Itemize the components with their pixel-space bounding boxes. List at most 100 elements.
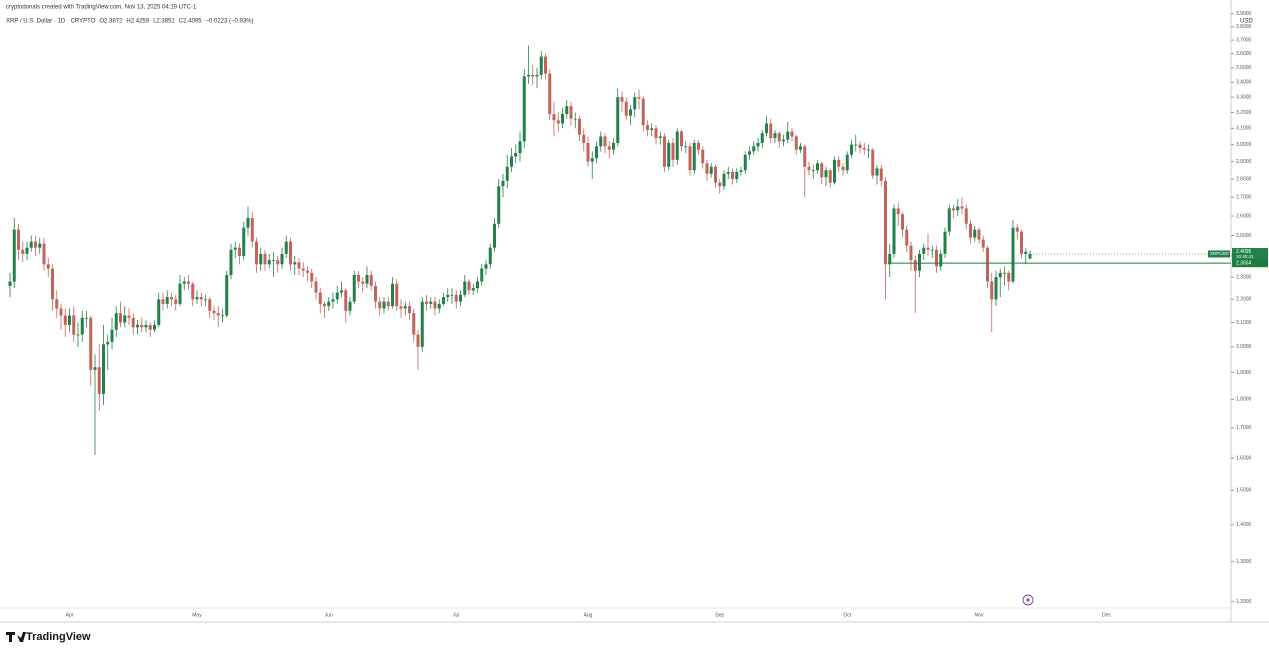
candle-body (871, 149, 875, 176)
candle-body (110, 329, 114, 342)
candle-body (909, 245, 913, 261)
candle-body (956, 206, 960, 211)
candle-body (165, 297, 169, 304)
y-tick-label: 2.9000 (1236, 159, 1252, 165)
candle-body (773, 133, 777, 139)
candle-body (361, 281, 365, 284)
candle-body (875, 168, 879, 176)
candle-body (450, 294, 454, 296)
candle-body (21, 249, 25, 254)
candle-body (467, 281, 471, 291)
candle-body (391, 283, 394, 307)
x-tick-label: Sep (715, 612, 724, 618)
candle-body (986, 247, 989, 282)
candle-body (29, 241, 33, 248)
candle-body (352, 275, 356, 302)
y-tick-label: 1.6000 (1236, 455, 1252, 461)
event-icon[interactable] (1022, 594, 1034, 606)
candle-body (276, 260, 280, 265)
candle-body (654, 128, 658, 139)
candle-body (697, 143, 700, 150)
candle-body (743, 154, 747, 171)
countdown-label: 10:40:41 (1236, 254, 1254, 259)
candle-body (255, 241, 258, 265)
candle-body (408, 306, 411, 314)
candle-body (42, 243, 46, 265)
candle-body (862, 147, 866, 150)
candle-body (344, 290, 348, 311)
candle-body (561, 114, 564, 124)
candle-body (297, 262, 301, 269)
candle-body (480, 268, 484, 282)
candle-body (535, 74, 539, 77)
candle-body (119, 313, 122, 323)
candle-body (386, 301, 390, 307)
candle-body (935, 249, 938, 267)
candle-body (990, 281, 994, 300)
candle-body (272, 260, 275, 261)
y-tick-label: 1.2000 (1236, 599, 1252, 605)
candle-body (106, 341, 110, 345)
candle-body (250, 217, 254, 242)
candle-body (850, 144, 853, 155)
candle-body (731, 171, 734, 180)
candle-body (357, 275, 360, 282)
candle-body (820, 163, 824, 178)
candle-body (833, 159, 836, 183)
candle-body (399, 306, 403, 309)
logo: TradingView (6, 631, 91, 643)
ohlc-value: L2.3851 (153, 19, 175, 25)
candle-body (17, 229, 20, 250)
x-tick-label: Jun (325, 612, 333, 618)
candle-body (845, 154, 849, 171)
candle-body (161, 299, 165, 304)
candle-body (816, 163, 819, 171)
y-tick-label: 2.6000 (1236, 213, 1252, 219)
candle-body (72, 315, 76, 335)
candle-body (425, 301, 428, 304)
candle-body (216, 313, 220, 316)
candle-body (80, 317, 84, 335)
candle-body (680, 131, 683, 147)
candle-body (170, 297, 173, 300)
candle-body (616, 97, 620, 144)
candle-body (1028, 253, 1032, 259)
candle-body (573, 118, 577, 120)
x-tick-label: Oct (843, 612, 851, 618)
candle-body (739, 170, 743, 172)
candle-body (208, 299, 212, 311)
candle-body (301, 268, 305, 271)
candle-body (892, 208, 896, 254)
logo-text: TradingView (26, 631, 91, 643)
candle-body (416, 334, 420, 347)
candle-body (1024, 251, 1028, 254)
y-tick-label: 3.3000 (1236, 94, 1252, 100)
y-tick-label: 1.8000 (1236, 397, 1252, 403)
candle-body (633, 97, 637, 110)
candle-body (544, 56, 547, 74)
candle-body (692, 143, 696, 171)
y-tick-label: 2.3000 (1236, 274, 1252, 280)
candle-body (514, 153, 518, 157)
candle-body (518, 141, 522, 154)
y-tick-label: 2.8000 (1236, 176, 1252, 182)
y-tick-label: 2.7000 (1236, 195, 1252, 201)
ohlc-value: H2.4259 (126, 19, 149, 25)
candle-body (688, 146, 692, 171)
candle-body (1003, 272, 1006, 274)
y-tick-label: 2.1000 (1236, 320, 1252, 326)
candle-body (939, 253, 943, 267)
candle-body (612, 143, 615, 150)
candle-body (926, 247, 930, 250)
candle-body (395, 283, 399, 307)
candle-body (374, 285, 377, 302)
x-tick-label: Aug (584, 612, 593, 618)
candle-body (123, 315, 127, 323)
candle-body (263, 253, 267, 265)
candle-body (527, 74, 530, 77)
x-tick-label: Jul (453, 612, 459, 618)
candle-body (790, 131, 794, 137)
x-tick-label: May (192, 612, 202, 618)
candle-body (709, 166, 713, 174)
candle-body (667, 143, 671, 167)
